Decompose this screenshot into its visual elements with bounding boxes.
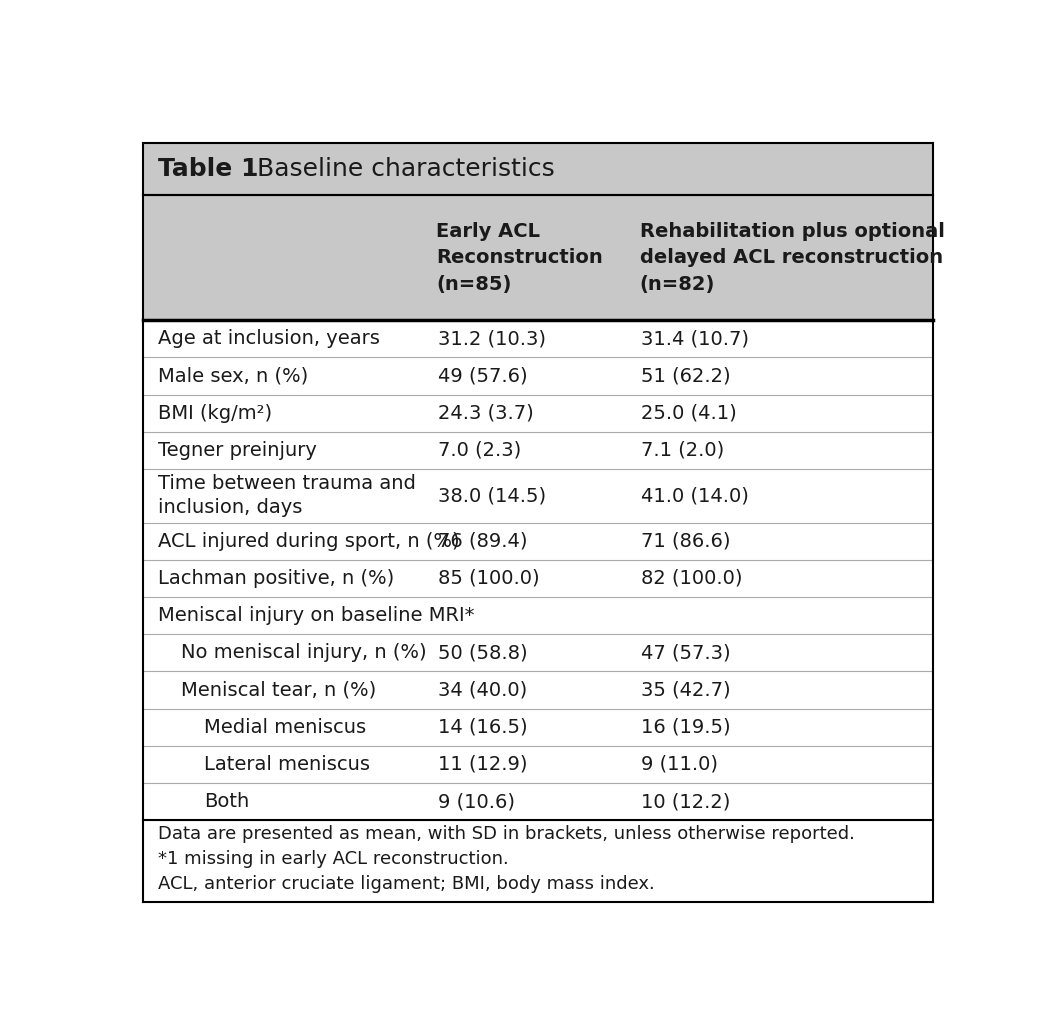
Text: 82 (100.0): 82 (100.0) (642, 569, 743, 588)
Text: Early ACL
Reconstruction
(n=85): Early ACL Reconstruction (n=85) (437, 221, 603, 294)
Text: 71 (86.6): 71 (86.6) (642, 531, 731, 551)
Text: Time between trauma and
inclusion, days: Time between trauma and inclusion, days (159, 475, 416, 517)
Text: 76 (89.4): 76 (89.4) (438, 531, 527, 551)
Text: Table 1: Table 1 (159, 158, 258, 181)
Text: 14 (16.5): 14 (16.5) (438, 718, 528, 736)
Text: 11 (12.9): 11 (12.9) (438, 755, 527, 774)
Text: Lachman positive, n (%): Lachman positive, n (%) (159, 569, 395, 588)
Text: Both: Both (204, 792, 249, 811)
Text: 35 (42.7): 35 (42.7) (642, 681, 731, 699)
Text: 47 (57.3): 47 (57.3) (642, 644, 731, 662)
Bar (144, 783, 932, 820)
Text: Rehabilitation plus optional
delayed ACL reconstruction
(n=82): Rehabilitation plus optional delayed ACL… (639, 221, 945, 294)
Bar (144, 357, 932, 394)
Text: 7.1 (2.0): 7.1 (2.0) (642, 441, 724, 459)
Bar (144, 597, 932, 634)
Text: ACL injured during sport, n (%): ACL injured during sport, n (%) (159, 531, 460, 551)
Text: 34 (40.0): 34 (40.0) (438, 681, 527, 699)
Bar (144, 432, 932, 469)
Text: Age at inclusion, years: Age at inclusion, years (159, 330, 380, 348)
Text: ACL, anterior cruciate ligament; BMI, body mass index.: ACL, anterior cruciate ligament; BMI, bo… (159, 874, 655, 893)
Bar (144, 320, 932, 357)
Bar (144, 709, 932, 746)
Text: 10 (12.2): 10 (12.2) (642, 792, 731, 811)
Bar (144, 522, 932, 559)
Text: 49 (57.6): 49 (57.6) (438, 367, 528, 385)
Bar (144, 746, 932, 783)
Bar (144, 195, 932, 320)
Text: Male sex, n (%): Male sex, n (%) (159, 367, 309, 385)
Text: 9 (10.6): 9 (10.6) (438, 792, 516, 811)
Text: Medial meniscus: Medial meniscus (204, 718, 365, 736)
Bar (144, 559, 932, 597)
Text: 51 (62.2): 51 (62.2) (642, 367, 731, 385)
Text: 31.2 (10.3): 31.2 (10.3) (438, 330, 546, 348)
Text: 85 (100.0): 85 (100.0) (438, 569, 540, 588)
Text: Lateral meniscus: Lateral meniscus (204, 755, 370, 774)
Bar (144, 394, 932, 432)
Text: *1 missing in early ACL reconstruction.: *1 missing in early ACL reconstruction. (159, 850, 509, 868)
Text: Meniscal injury on baseline MRI*: Meniscal injury on baseline MRI* (159, 606, 475, 625)
Text: 9 (11.0): 9 (11.0) (642, 755, 718, 774)
Bar (144, 469, 932, 522)
Text: Meniscal tear, n (%): Meniscal tear, n (%) (181, 681, 376, 699)
Text: 7.0 (2.3): 7.0 (2.3) (438, 441, 521, 459)
Text: 41.0 (14.0): 41.0 (14.0) (642, 486, 750, 506)
Text: No meniscal injury, n (%): No meniscal injury, n (%) (181, 644, 426, 662)
Bar (144, 634, 932, 672)
Text: 24.3 (3.7): 24.3 (3.7) (438, 404, 533, 422)
Text: 25.0 (4.1): 25.0 (4.1) (642, 404, 737, 422)
Text: 38.0 (14.5): 38.0 (14.5) (438, 486, 546, 506)
Text: Baseline characteristics: Baseline characteristics (233, 158, 554, 181)
Text: 31.4 (10.7): 31.4 (10.7) (642, 330, 750, 348)
Text: 50 (58.8): 50 (58.8) (438, 644, 528, 662)
Text: BMI (kg/m²): BMI (kg/m²) (159, 404, 272, 422)
Text: 16 (19.5): 16 (19.5) (642, 718, 731, 736)
Text: Data are presented as mean, with SD in brackets, unless otherwise reported.: Data are presented as mean, with SD in b… (159, 825, 855, 843)
Bar (144, 672, 932, 709)
Bar (144, 143, 932, 195)
Text: Tegner preinjury: Tegner preinjury (159, 441, 317, 459)
